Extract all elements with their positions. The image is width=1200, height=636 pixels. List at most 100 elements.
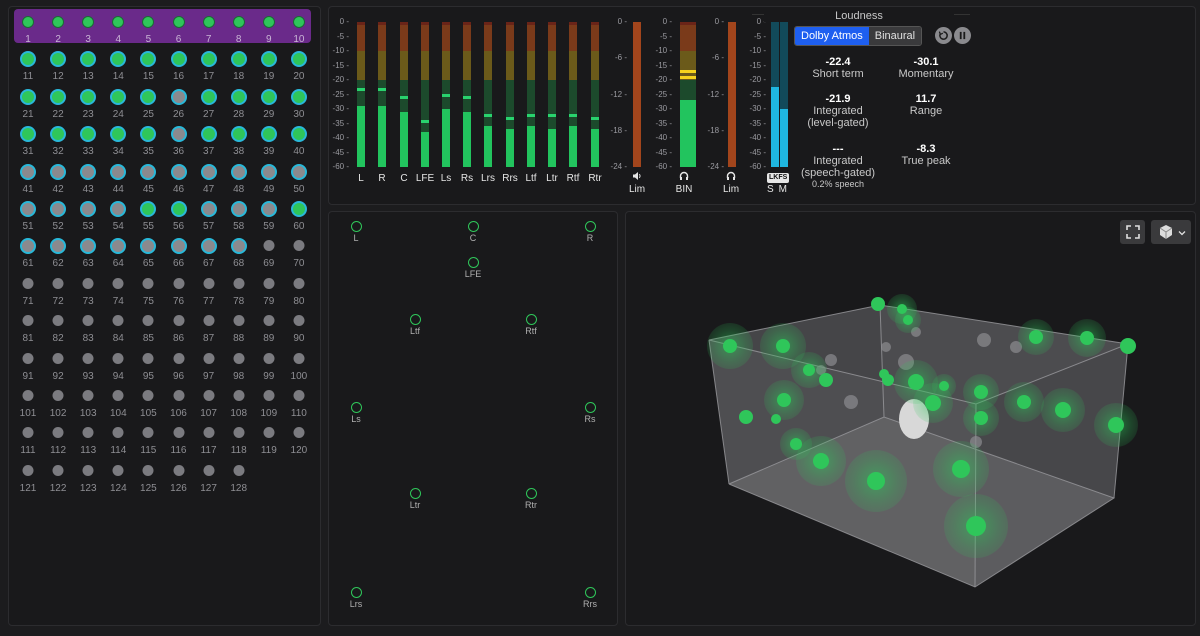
speaker-l[interactable]: L — [336, 221, 376, 243]
object-10[interactable]: 10 — [284, 10, 314, 46]
object-9[interactable]: 9 — [254, 10, 284, 46]
object-104[interactable]: 104 — [103, 384, 133, 420]
object-51[interactable]: 51 — [13, 197, 43, 233]
speaker-rtf[interactable]: Rtf — [511, 314, 551, 336]
object-43[interactable]: 43 — [73, 160, 103, 196]
reset-button[interactable] — [935, 27, 952, 44]
object-81[interactable]: 81 — [13, 309, 43, 345]
object-20[interactable]: 20 — [284, 47, 314, 83]
object-16[interactable]: 16 — [164, 47, 194, 83]
object-91[interactable]: 91 — [13, 347, 43, 383]
object-111[interactable]: 111 — [13, 421, 43, 457]
object-88[interactable]: 88 — [224, 309, 254, 345]
object-39[interactable]: 39 — [254, 122, 284, 158]
object-4[interactable]: 4 — [103, 10, 133, 46]
object-116[interactable]: 116 — [164, 421, 194, 457]
object-32[interactable]: 32 — [43, 122, 73, 158]
object-109[interactable]: 109 — [254, 384, 284, 420]
object-21[interactable]: 21 — [13, 85, 43, 121]
dolby-atmos-button[interactable]: Dolby Atmos — [795, 27, 869, 45]
object-94[interactable]: 94 — [103, 347, 133, 383]
object-80[interactable]: 80 — [284, 272, 314, 308]
object-50[interactable]: 50 — [284, 160, 314, 196]
object-55[interactable]: 55 — [133, 197, 163, 233]
object-85[interactable]: 85 — [133, 309, 163, 345]
object-42[interactable]: 42 — [43, 160, 73, 196]
room-3d-canvas[interactable] — [626, 212, 1196, 626]
object-40[interactable]: 40 — [284, 122, 314, 158]
object-120[interactable]: 120 — [284, 421, 314, 457]
object-7[interactable]: 7 — [194, 10, 224, 46]
object-75[interactable]: 75 — [133, 272, 163, 308]
object-48[interactable]: 48 — [224, 160, 254, 196]
object-114[interactable]: 114 — [103, 421, 133, 457]
object-110[interactable]: 110 — [284, 384, 314, 420]
object-30[interactable]: 30 — [284, 85, 314, 121]
view-preset-dropdown[interactable] — [1151, 220, 1191, 244]
object-61[interactable]: 61 — [13, 234, 43, 270]
object-87[interactable]: 87 — [194, 309, 224, 345]
object-102[interactable]: 102 — [43, 384, 73, 420]
object-77[interactable]: 77 — [194, 272, 224, 308]
object-74[interactable]: 74 — [103, 272, 133, 308]
object-76[interactable]: 76 — [164, 272, 194, 308]
speaker-rtr[interactable]: Rtr — [511, 488, 551, 510]
object-82[interactable]: 82 — [43, 309, 73, 345]
object-22[interactable]: 22 — [43, 85, 73, 121]
object-73[interactable]: 73 — [73, 272, 103, 308]
object-96[interactable]: 96 — [164, 347, 194, 383]
object-33[interactable]: 33 — [73, 122, 103, 158]
object-65[interactable]: 65 — [133, 234, 163, 270]
object-3[interactable]: 3 — [73, 10, 103, 46]
object-41[interactable]: 41 — [13, 160, 43, 196]
object-24[interactable]: 24 — [103, 85, 133, 121]
object-68[interactable]: 68 — [224, 234, 254, 270]
object-46[interactable]: 46 — [164, 160, 194, 196]
object-31[interactable]: 31 — [13, 122, 43, 158]
object-124[interactable]: 124 — [103, 459, 133, 495]
object-99[interactable]: 99 — [254, 347, 284, 383]
object-11[interactable]: 11 — [13, 47, 43, 83]
object-6[interactable]: 6 — [164, 10, 194, 46]
object-5[interactable]: 5 — [133, 10, 163, 46]
object-95[interactable]: 95 — [133, 347, 163, 383]
room-3d-view[interactable] — [625, 211, 1196, 626]
object-121[interactable]: 121 — [13, 459, 43, 495]
object-35[interactable]: 35 — [133, 122, 163, 158]
object-83[interactable]: 83 — [73, 309, 103, 345]
object-78[interactable]: 78 — [224, 272, 254, 308]
object-2[interactable]: 2 — [43, 10, 73, 46]
binaural-button[interactable]: Binaural — [868, 27, 922, 45]
object-122[interactable]: 122 — [43, 459, 73, 495]
object-47[interactable]: 47 — [194, 160, 224, 196]
object-113[interactable]: 113 — [73, 421, 103, 457]
object-117[interactable]: 117 — [194, 421, 224, 457]
object-101[interactable]: 101 — [13, 384, 43, 420]
object-112[interactable]: 112 — [43, 421, 73, 457]
object-25[interactable]: 25 — [133, 85, 163, 121]
object-105[interactable]: 105 — [133, 384, 163, 420]
object-118[interactable]: 118 — [224, 421, 254, 457]
object-1[interactable]: 1 — [13, 10, 43, 46]
object-62[interactable]: 62 — [43, 234, 73, 270]
object-106[interactable]: 106 — [164, 384, 194, 420]
object-128[interactable]: 128 — [224, 459, 254, 495]
object-107[interactable]: 107 — [194, 384, 224, 420]
object-64[interactable]: 64 — [103, 234, 133, 270]
object-44[interactable]: 44 — [103, 160, 133, 196]
object-126[interactable]: 126 — [164, 459, 194, 495]
object-123[interactable]: 123 — [73, 459, 103, 495]
object-100[interactable]: 100 — [284, 347, 314, 383]
speaker-ls[interactable]: Ls — [336, 402, 376, 424]
object-66[interactable]: 66 — [164, 234, 194, 270]
object-12[interactable]: 12 — [43, 47, 73, 83]
object-79[interactable]: 79 — [254, 272, 284, 308]
object-37[interactable]: 37 — [194, 122, 224, 158]
object-92[interactable]: 92 — [43, 347, 73, 383]
speaker-c[interactable]: C — [453, 221, 493, 243]
object-67[interactable]: 67 — [194, 234, 224, 270]
object-54[interactable]: 54 — [103, 197, 133, 233]
object-98[interactable]: 98 — [224, 347, 254, 383]
speaker-r[interactable]: R — [570, 221, 610, 243]
fullscreen-button[interactable] — [1120, 220, 1145, 244]
